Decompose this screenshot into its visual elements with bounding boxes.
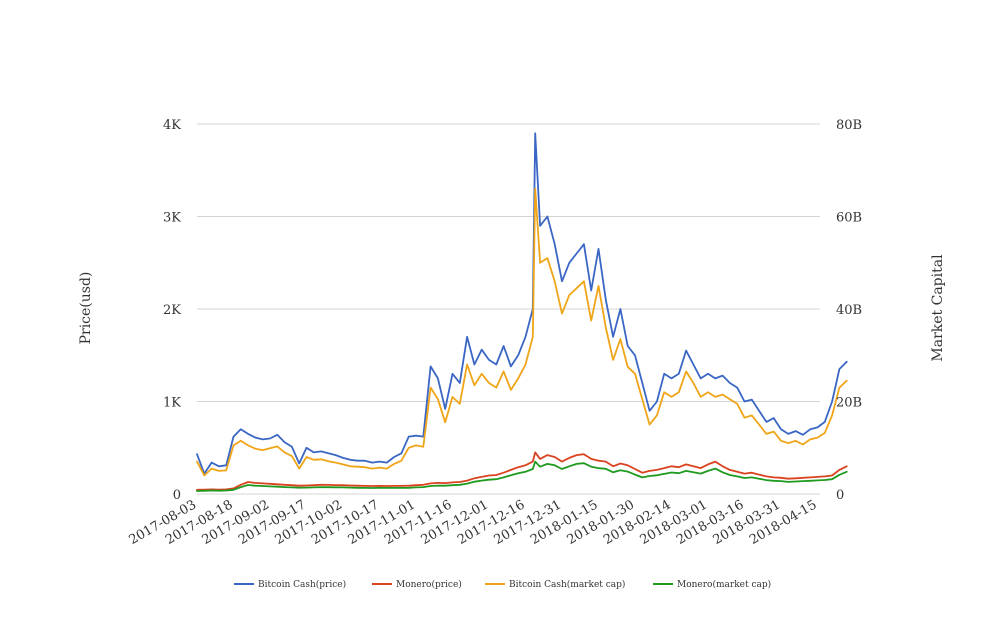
right-tick-label: 60B xyxy=(836,211,862,226)
left-tick-label: 4K xyxy=(163,118,181,133)
left-tick-label: 2K xyxy=(163,303,181,318)
series-line xyxy=(196,460,848,492)
series-line xyxy=(196,132,848,475)
left-tick-label: 0 xyxy=(173,488,181,503)
left-tick-label: 3K xyxy=(163,211,181,226)
series-line xyxy=(196,187,848,477)
legend-label: Bitcoin Cash(market cap) xyxy=(509,579,625,590)
left-tick-label: 1K xyxy=(163,396,181,411)
series-line xyxy=(196,451,848,491)
x-axis: 2017-08-032017-08-182017-09-022017-09-17… xyxy=(127,497,820,547)
right-tick-label: 20B xyxy=(836,396,862,411)
left-axis-title: Price(usd) xyxy=(78,272,94,345)
right-tick-label: 80B xyxy=(836,118,862,133)
series-lines xyxy=(196,132,848,492)
right-tick-label: 40B xyxy=(836,303,862,318)
right-tick-label: 0 xyxy=(836,488,844,503)
legend-label: Monero(price) xyxy=(396,579,462,590)
legend-label: Bitcoin Cash(price) xyxy=(258,579,346,590)
legend-label: Monero(market cap) xyxy=(677,579,771,590)
gridlines xyxy=(197,123,820,495)
legend: Bitcoin Cash(price) Monero(price) Bitcoin … xyxy=(234,579,771,590)
right-y-axis: 0 20B 40B 60B 80B xyxy=(836,118,862,503)
left-y-axis: 0 1K 2K 3K 4K xyxy=(163,118,181,503)
right-axis-title: Market Capital xyxy=(930,254,946,362)
